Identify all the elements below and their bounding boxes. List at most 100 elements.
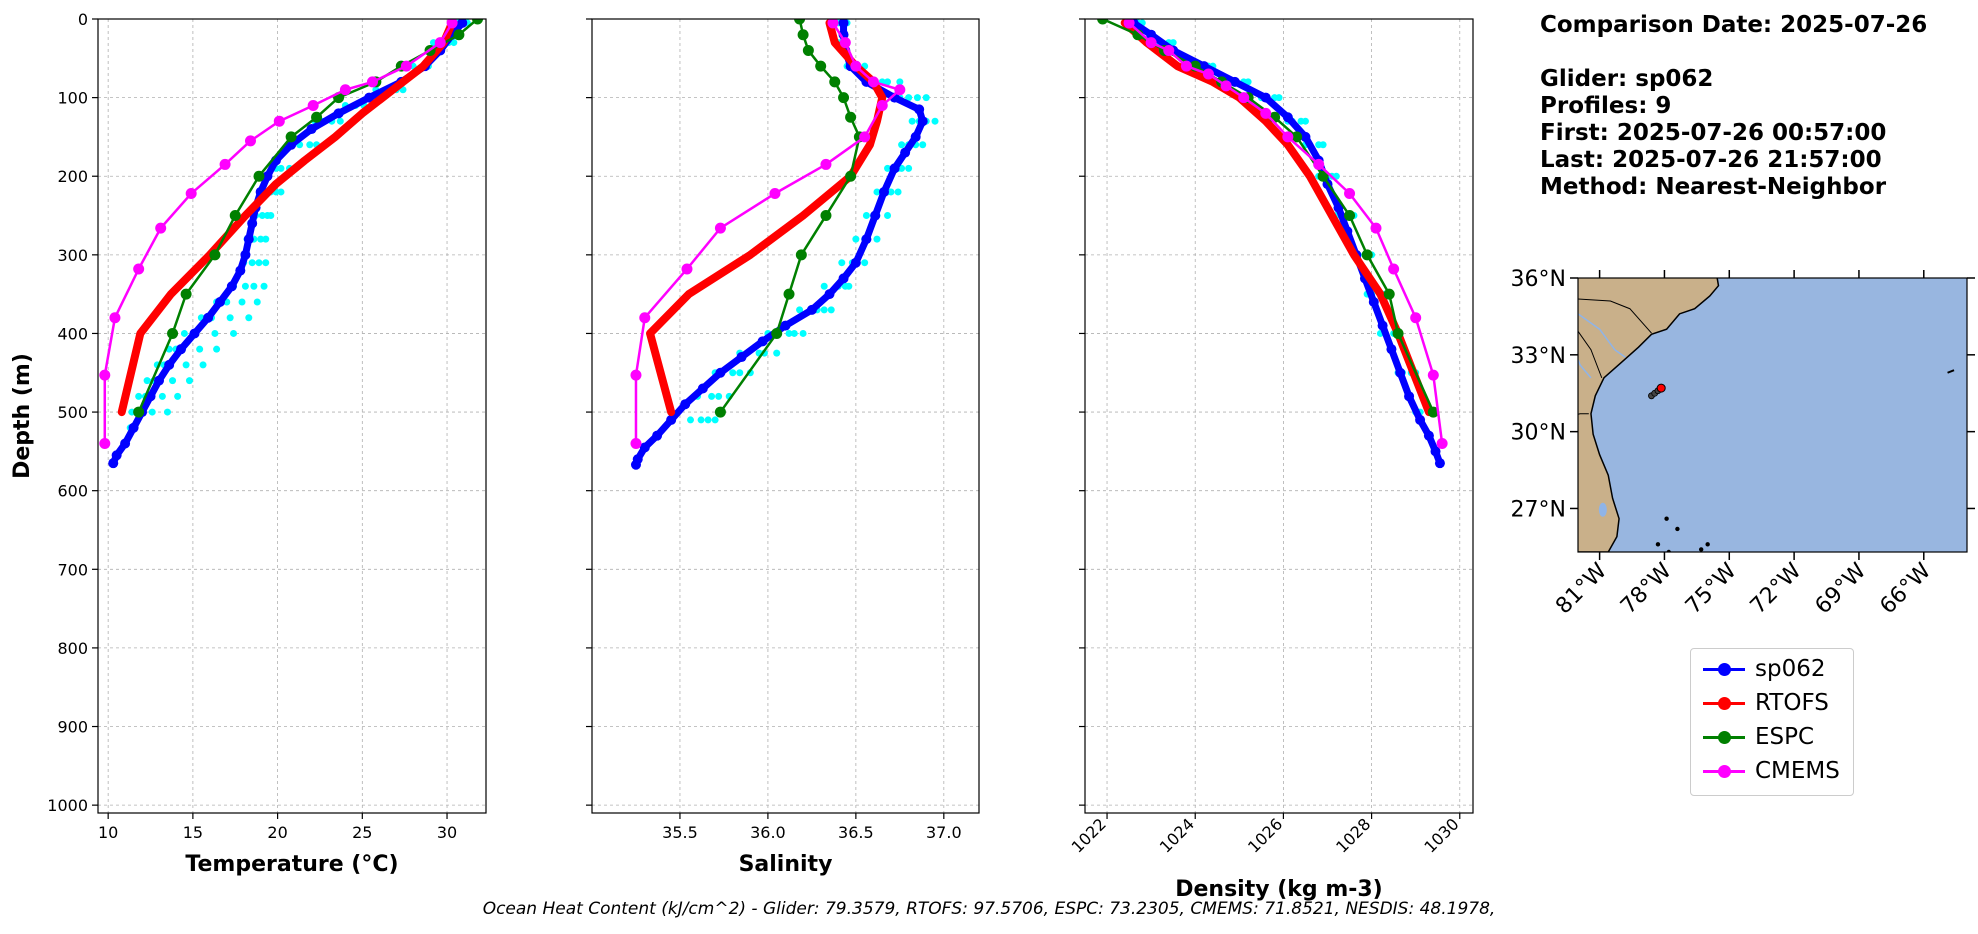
series-marker-glider [870, 210, 881, 221]
series-line-ESPC [137, 19, 479, 414]
series-marker-ESPC [1427, 406, 1439, 418]
series-marker-ESPC [1383, 288, 1395, 300]
glider-profile-point [773, 349, 781, 357]
glider-profile-point [163, 408, 171, 416]
legend-item-sp062: sp062 [1701, 652, 1825, 686]
glider-profile-point [898, 141, 906, 149]
series-marker-glider [780, 320, 791, 331]
series-line-RTOFS [1120, 19, 1433, 417]
lon-tick-label: 72°W [1746, 558, 1807, 619]
series-marker-ESPC [229, 210, 241, 222]
series-marker-glider [889, 163, 900, 174]
series-marker-CMEMS [639, 312, 651, 324]
glider-profile-point [873, 188, 881, 196]
last-time: Last: 2025-07-26 21:57:00 [1540, 147, 1882, 173]
series-marker-CMEMS [859, 131, 871, 143]
series-marker-glider [666, 414, 677, 425]
river [1578, 358, 1592, 379]
series-marker-glider [111, 450, 122, 461]
x-tick-label: 36.5 [838, 823, 874, 842]
series-marker-glider [879, 186, 890, 197]
glider-profile-point [135, 392, 143, 400]
glider-profile-point [838, 259, 846, 267]
glider-profile-point [729, 369, 737, 377]
glider-profile-point [873, 235, 881, 243]
series-marker-glider [364, 92, 375, 103]
glider-track-map: 36°N 33°N 30°N 27°N 81°W 78°W 75°W 72°W 69°W 66°W [1511, 267, 1975, 619]
glider-profile-point [169, 377, 177, 385]
series-marker-glider [145, 391, 156, 402]
series-marker-ESPC [1392, 327, 1404, 339]
series-marker-glider [120, 438, 131, 449]
legend-marker [1718, 765, 1731, 778]
series-marker-glider [164, 359, 175, 370]
x-tick-label: 10 [98, 823, 118, 842]
series-marker-CMEMS [839, 37, 851, 49]
series-marker-glider [1386, 344, 1397, 355]
first-time: First: 2025-07-26 00:57:00 [1540, 120, 1887, 146]
state-border [1578, 413, 1589, 415]
series-marker-CMEMS [1220, 80, 1232, 92]
method: Method: Nearest-Neighbor [1540, 174, 1887, 200]
series-marker-glider [1146, 29, 1157, 40]
series-marker-glider [697, 383, 708, 394]
glider-profile-point [790, 329, 798, 337]
x-tick-label: 1028 [1332, 814, 1374, 856]
series-marker-glider [176, 344, 187, 355]
series-marker-CMEMS [867, 76, 879, 88]
island [1698, 547, 1704, 552]
series-marker-glider [806, 304, 817, 315]
glider-profile-point [182, 361, 190, 369]
glider-profile-point [306, 141, 314, 149]
glider-profile-point [148, 408, 156, 416]
series-marker-ESPC [453, 29, 465, 41]
series-marker-glider [715, 367, 726, 378]
x-tick-label: 25 [352, 823, 372, 842]
glider-profile-point [199, 361, 207, 369]
y-tick-label: 600 [57, 482, 88, 501]
island [1655, 542, 1661, 547]
comparison-date: Comparison Date: 2025-07-26 [1540, 12, 1928, 38]
glider-profile-point [922, 94, 930, 102]
comparison-info: Comparison Date: 2025-07-26 Glider: sp06… [1540, 12, 1927, 201]
lon-tick-label: 81°W [1551, 558, 1612, 619]
glider-profile-point [1301, 117, 1309, 125]
series-marker-ESPC [845, 170, 857, 182]
temperature-panel: 10 15 20 25 30010020030040050060070080090010… [10, 10, 487, 877]
glider-profile-point [827, 306, 835, 314]
series-marker-ESPC [838, 92, 850, 104]
glider-profile-point [143, 377, 151, 385]
axes-frame [1084, 18, 1474, 814]
series-marker-ESPC [795, 249, 807, 261]
series-marker-CMEMS [1313, 158, 1325, 170]
glider-profile-point [736, 369, 744, 377]
glider-profile-point [931, 117, 939, 125]
series-marker-CMEMS [244, 135, 256, 147]
series-marker-CMEMS [630, 438, 642, 450]
series-marker-glider [153, 375, 164, 386]
glider-profile-point [894, 188, 902, 196]
legend: sp062 RTOFS ESPC CMEMS [1690, 648, 1854, 796]
series-marker-ESPC [311, 111, 323, 123]
glider-profile-point [887, 188, 895, 196]
series-marker-CMEMS [1436, 438, 1448, 450]
series-marker-CMEMS [446, 19, 458, 29]
map-content [1578, 278, 1967, 552]
series-marker-glider [838, 19, 849, 28]
series-marker-CMEMS [714, 222, 726, 234]
glider-profile-point [158, 392, 166, 400]
y-tick-label: 500 [57, 403, 88, 422]
x-tick-label: 20 [267, 823, 287, 842]
x-tick-label: 36.0 [750, 823, 786, 842]
series-marker-CMEMS [894, 84, 906, 96]
legend-item-cmems: CMEMS [1701, 754, 1840, 788]
glider-profile-point [226, 314, 234, 322]
series-marker-CMEMS [1123, 19, 1135, 29]
series-marker-ESPC [802, 44, 814, 56]
y-tick-label: 100 [57, 89, 88, 108]
series-marker-ESPC [794, 19, 806, 25]
series-marker-glider [286, 139, 297, 150]
x-tick-label: 15 [183, 823, 203, 842]
series-marker-CMEMS [1260, 107, 1272, 119]
